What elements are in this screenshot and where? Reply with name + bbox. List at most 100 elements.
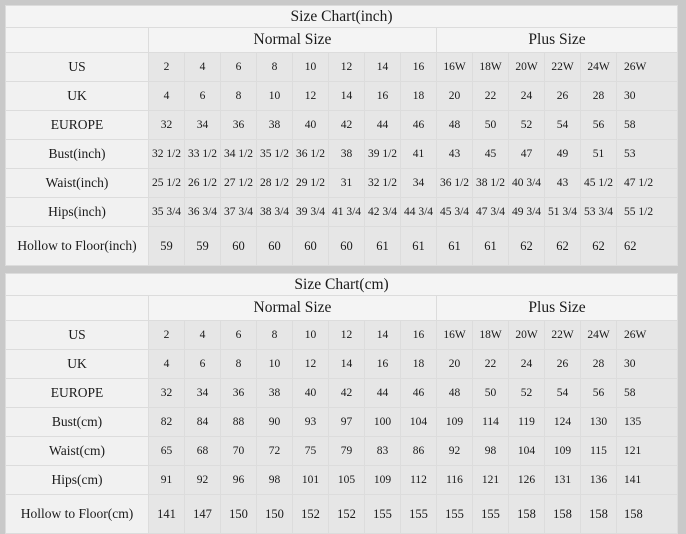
data-cell: 62 xyxy=(508,226,545,266)
data-cell: 32 1/2 xyxy=(148,139,185,169)
table-row: EUROPE 32 34 36 38 40 42 44 46 48 50 52 54 56 58 xyxy=(5,110,679,140)
data-cell: 40 xyxy=(292,110,329,140)
data-cell: 16W xyxy=(436,320,473,350)
data-cell: 82 xyxy=(148,407,185,437)
data-cell: 98 xyxy=(256,465,293,495)
data-cell: 36 1/2 xyxy=(292,139,329,169)
data-cell: 48 xyxy=(436,110,473,140)
data-cell: 44 xyxy=(364,378,401,408)
data-cell: 22 xyxy=(472,349,509,379)
data-cell: 20W xyxy=(508,320,545,350)
data-cell: 60 xyxy=(328,226,365,266)
table-row: Bust(inch) 32 1/2 33 1/2 34 1/2 35 1/2 36 1/2… xyxy=(5,139,679,169)
data-cell: 10 xyxy=(256,349,293,379)
data-cell: 53 3/4 xyxy=(580,197,617,227)
data-cell: 14 xyxy=(328,81,365,111)
data-cell: 38 xyxy=(256,110,293,140)
row-label: US xyxy=(5,52,149,82)
row-label: Bust(inch) xyxy=(5,139,149,169)
data-cell: 12 xyxy=(292,81,329,111)
data-cell: 18 xyxy=(400,81,437,111)
data-cell: 83 xyxy=(364,436,401,466)
data-cell: 14 xyxy=(328,349,365,379)
data-cell: 12 xyxy=(292,349,329,379)
data-cell: 54 xyxy=(544,378,581,408)
data-cell: 10 xyxy=(292,320,329,350)
data-cell: 112 xyxy=(400,465,437,495)
data-cell: 50 xyxy=(472,378,509,408)
data-cell: 4 xyxy=(148,349,185,379)
group-header-blank xyxy=(5,295,149,321)
data-cell: 58 xyxy=(615,110,679,140)
data-cell: 40 xyxy=(292,378,329,408)
data-cell: 8 xyxy=(220,349,257,379)
data-cell: 65 xyxy=(148,436,185,466)
data-cell: 158 xyxy=(544,494,581,534)
data-cell: 24 xyxy=(508,349,545,379)
data-cell: 43 xyxy=(436,139,473,169)
data-cell: 121 xyxy=(472,465,509,495)
data-cell: 121 xyxy=(615,436,679,466)
data-cell: 26 1/2 xyxy=(184,168,221,198)
data-cell: 115 xyxy=(580,436,617,466)
data-cell: 42 3/4 xyxy=(364,197,401,227)
data-cell: 36 xyxy=(220,110,257,140)
data-cell: 62 xyxy=(580,226,617,266)
data-cell: 91 xyxy=(148,465,185,495)
data-cell: 18W xyxy=(472,320,509,350)
data-cell: 152 xyxy=(292,494,329,534)
data-cell: 16 xyxy=(364,81,401,111)
data-cell: 39 3/4 xyxy=(292,197,329,227)
data-cell: 96 xyxy=(220,465,257,495)
data-cell: 43 xyxy=(544,168,581,198)
row-label: Hollow to Floor(cm) xyxy=(5,494,149,534)
data-cell: 116 xyxy=(436,465,473,495)
data-cell: 34 xyxy=(400,168,437,198)
data-cell: 36 xyxy=(220,378,257,408)
data-cell: 28 xyxy=(580,81,617,111)
data-cell: 92 xyxy=(184,465,221,495)
data-cell: 14 xyxy=(364,320,401,350)
table-row: Bust(cm) 82 84 88 90 93 97 100 104 109 114 119 124 13… xyxy=(5,407,679,437)
data-cell: 20 xyxy=(436,349,473,379)
data-cell: 158 xyxy=(580,494,617,534)
group-header-normal-size: Normal Size xyxy=(148,295,437,321)
data-cell: 52 xyxy=(508,110,545,140)
data-cell: 70 xyxy=(220,436,257,466)
data-cell: 60 xyxy=(220,226,257,266)
data-cell: 12 xyxy=(328,320,365,350)
table-row: UK 4 6 8 10 12 14 16 18 20 22 24 26 28 30 xyxy=(5,349,679,379)
row-label: UK xyxy=(5,81,149,111)
data-cell: 155 xyxy=(364,494,401,534)
data-cell: 6 xyxy=(220,320,257,350)
data-cell: 44 xyxy=(364,110,401,140)
data-cell: 61 xyxy=(436,226,473,266)
data-cell: 24 xyxy=(508,81,545,111)
data-cell: 92 xyxy=(436,436,473,466)
data-cell: 18W xyxy=(472,52,509,82)
data-cell: 33 1/2 xyxy=(184,139,221,169)
size-chart-table-cm: Size Chart(cm) Normal Size Plus Size US 2 4 6 8… xyxy=(4,273,679,534)
data-cell: 93 xyxy=(292,407,329,437)
table-row: Hips(inch) 35 3/4 36 3/4 37 3/4 38 3/4 39 3/4… xyxy=(5,197,679,227)
data-cell: 61 xyxy=(364,226,401,266)
data-cell: 24W xyxy=(580,320,617,350)
data-cell: 30 xyxy=(615,81,679,111)
data-cell: 155 xyxy=(436,494,473,534)
data-cell: 2 xyxy=(148,320,185,350)
data-cell: 24W xyxy=(580,52,617,82)
data-cell: 135 xyxy=(615,407,679,437)
data-cell: 36 1/2 xyxy=(436,168,473,198)
data-cell: 48 xyxy=(436,378,473,408)
data-cell: 88 xyxy=(220,407,257,437)
data-cell: 109 xyxy=(544,436,581,466)
data-cell: 158 xyxy=(615,494,679,534)
data-cell: 90 xyxy=(256,407,293,437)
table-row: Hollow to Floor(inch) 59 59 60 60 60 60 61 61 61 6… xyxy=(5,226,679,266)
table-row: EUROPE 32 34 36 38 40 42 44 46 48 50 52 54 56 58 xyxy=(5,378,679,408)
data-cell: 109 xyxy=(436,407,473,437)
data-cell: 152 xyxy=(328,494,365,534)
data-cell: 38 xyxy=(256,378,293,408)
row-label: Bust(cm) xyxy=(5,407,149,437)
chart-title-row: Size Chart(cm) xyxy=(4,273,679,296)
